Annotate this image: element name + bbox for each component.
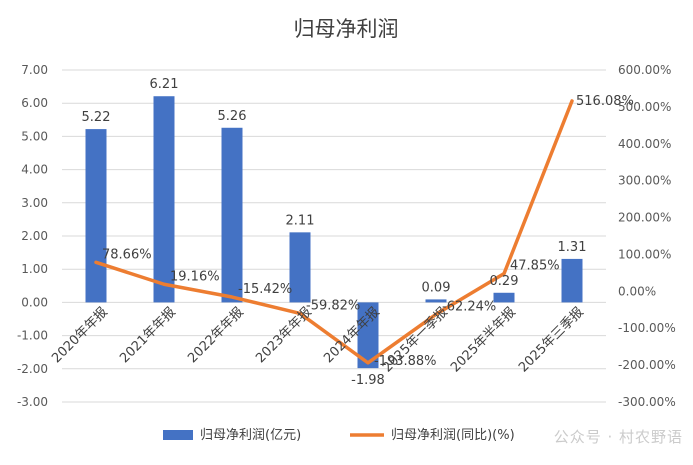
line-point <box>434 312 438 316</box>
line-point <box>570 99 574 103</box>
line-point <box>298 311 302 315</box>
watermark: 公众号 · 村农野语 <box>553 428 683 446</box>
data-labels: 5.22 6.21 5.26 2.11 -1.98 0.09 0.29 1.31 78.66% 1… <box>82 77 634 388</box>
gridlines <box>62 69 606 403</box>
line-point <box>366 361 370 365</box>
y-left-tick-label: 3.00 <box>21 196 48 210</box>
y-left-tick-label: -2.00 <box>17 362 48 376</box>
bar-data-label: 0.09 <box>422 280 451 295</box>
bar <box>85 129 107 303</box>
legend: 归母净利润(亿元) 归母净利润(同比)(%) <box>163 428 515 443</box>
line-point <box>94 260 98 264</box>
line-data-label: 47.85% <box>510 259 560 274</box>
bar-data-label: 6.21 <box>150 77 179 92</box>
y-left-tick-label: -3.00 <box>17 395 48 409</box>
legend-label-line: 归母净利润(同比)(%) <box>391 428 515 443</box>
y-right-tick-label: 300.00% <box>618 174 671 188</box>
bar-data-label: 5.26 <box>218 109 247 124</box>
line-series-path <box>94 99 574 365</box>
line-data-label: -59.82% <box>306 298 360 313</box>
bar <box>289 232 311 303</box>
bar-data-label: 2.11 <box>286 213 315 228</box>
y-left-tick-label: 6.00 <box>21 96 48 110</box>
bar <box>493 292 515 303</box>
legend-swatch-bar <box>163 430 193 440</box>
line-point <box>502 272 506 276</box>
y-left-tick-label: 1.00 <box>21 262 48 276</box>
y-left-tick-label: 0.00 <box>21 295 48 309</box>
y-right-tick-label: 100.00% <box>618 247 671 261</box>
y-right-tick-label: 500.00% <box>618 100 671 114</box>
y-left-tick-label: 2.00 <box>21 229 48 243</box>
y-left-tick-label: -1.00 <box>17 329 48 343</box>
y-left-tick-label: 5.00 <box>21 129 48 143</box>
bar-data-label: -1.98 <box>351 373 385 388</box>
bar <box>357 302 379 369</box>
legend-label-bar: 归母净利润(亿元) <box>200 428 301 443</box>
y-left-tick-label: 7.00 <box>21 63 48 77</box>
y-right-tick-label: 200.00% <box>618 211 671 225</box>
y-left-tick-label: 4.00 <box>21 163 48 177</box>
bar <box>153 96 175 303</box>
bar-series <box>85 96 583 369</box>
chart-title: 归母净利润 <box>294 17 399 41</box>
y-right-tick-label: 400.00% <box>618 137 671 151</box>
line-data-label: -15.42% <box>238 282 292 297</box>
line-series <box>94 99 574 365</box>
y-right-tick-label: -200.00% <box>618 358 676 372</box>
y-right-tick-label: 600.00% <box>618 63 671 77</box>
bar <box>561 258 583 303</box>
line-data-label: -193.88% <box>374 354 437 369</box>
bar <box>221 127 243 303</box>
bar <box>425 299 447 303</box>
bar-data-label: 5.22 <box>82 110 111 125</box>
y-right-tick-label: -100.00% <box>618 321 676 335</box>
line-data-label: 19.16% <box>170 269 220 284</box>
bar-data-label: 0.29 <box>490 274 519 289</box>
bar-data-label: 1.31 <box>558 240 587 255</box>
x-category-label: 2025年三季报 <box>516 305 587 376</box>
line-data-label: -62.24% <box>442 299 496 314</box>
line-point <box>162 282 166 286</box>
y-right-tick-label: -300.00% <box>618 395 676 409</box>
line-point <box>230 295 234 299</box>
y-right-tick-label: 0.00% <box>618 284 656 298</box>
x-category-label: 2025年半年报 <box>448 305 519 376</box>
line-data-label: 78.66% <box>102 247 152 262</box>
line-data-label: 516.08% <box>576 94 634 109</box>
